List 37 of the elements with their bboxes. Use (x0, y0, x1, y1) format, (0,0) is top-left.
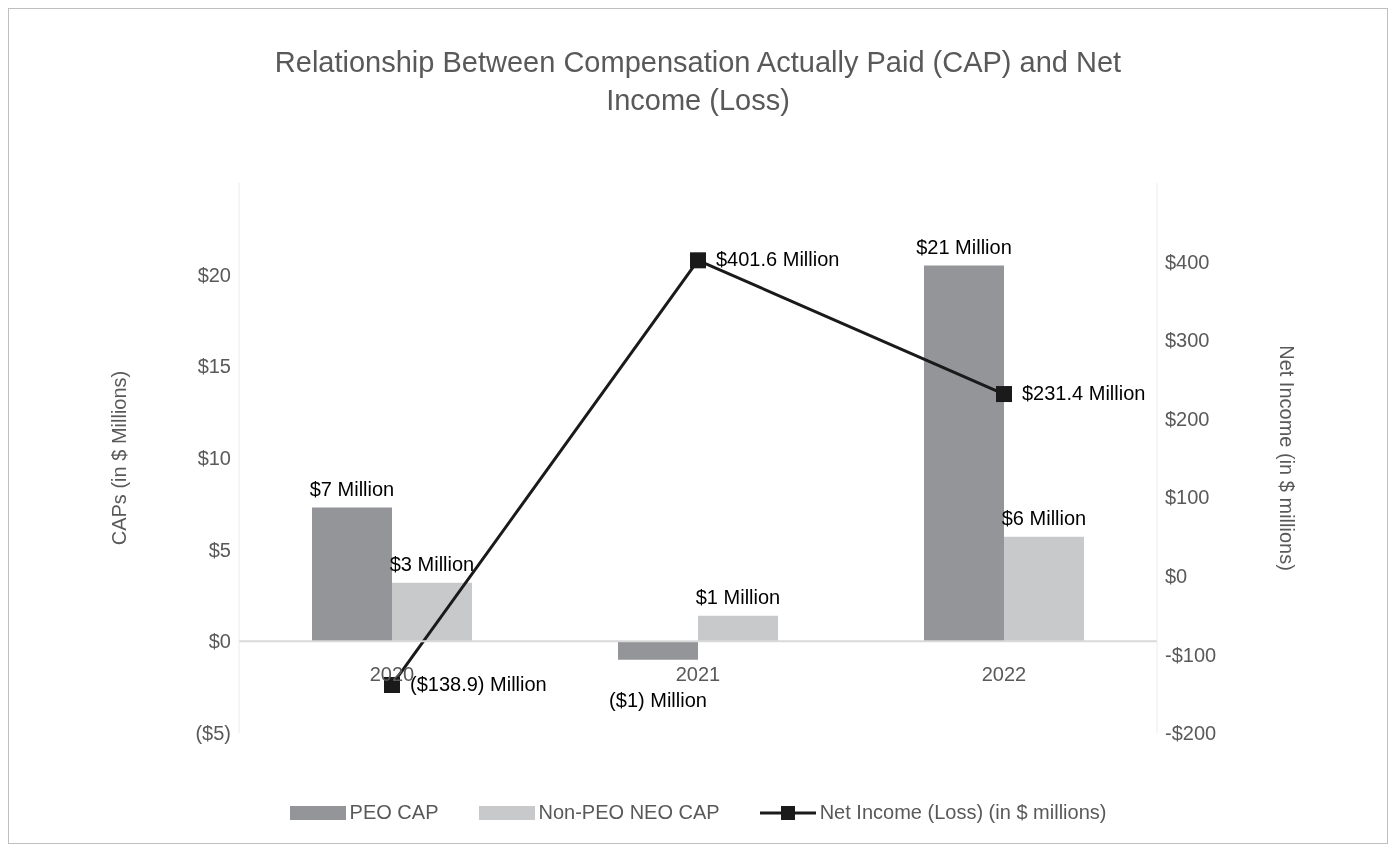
data-label: $6 Million (1001, 506, 1087, 529)
y-tick-label: ($5) (195, 722, 231, 745)
bar (698, 615, 778, 642)
data-label: $3 Million (389, 552, 475, 575)
x-tick-label: 2021 (675, 663, 721, 686)
data-label: $1 Million (695, 585, 781, 608)
y-tick-label: $10 (197, 447, 231, 470)
bar (392, 582, 472, 642)
bar (924, 265, 1004, 642)
y-tick-label: $0 (208, 630, 231, 653)
y2-tick-label: $100 (1165, 486, 1210, 509)
y-tick-label: $20 (197, 263, 231, 286)
y2-tick-label: -$200 (1165, 722, 1217, 745)
data-label: $231.4 Million (1022, 382, 1146, 405)
point (996, 386, 1012, 403)
bar (1004, 536, 1084, 642)
chart-title: Relationship Between Compensation Actually Paid (CAP) and Net Income (Loss) (273, 45, 1123, 118)
y2-axis-title: Net Income (in $ millions) (1275, 345, 1298, 571)
bar (618, 641, 698, 660)
bar (312, 507, 392, 642)
x-tick-label: 2022 (981, 663, 1027, 686)
y-axis-title: CAPs (in $ Millions) (108, 370, 131, 546)
data-label: $7 Million (309, 477, 395, 500)
point (690, 252, 706, 269)
y-tick-label: $15 (197, 355, 231, 378)
legend-label: Non-PEO NEO CAP (538, 801, 720, 824)
y2-tick-label: $0 (1165, 564, 1188, 587)
y2-tick-label: $200 (1165, 407, 1210, 430)
y2-tick-label: $300 (1165, 329, 1210, 352)
legend-label: Net Income (Loss) (in $ millions) (819, 801, 1107, 824)
data-label: $21 Million (916, 235, 1012, 258)
y2-tick-label: -$100 (1165, 643, 1217, 666)
legend-label: PEO CAP (349, 801, 439, 824)
y2-tick-label: $400 (1165, 250, 1210, 273)
data-label: ($1) Million (609, 689, 707, 712)
y-tick-label: $5 (208, 538, 231, 561)
data-label: $401.6 Million (716, 248, 840, 271)
